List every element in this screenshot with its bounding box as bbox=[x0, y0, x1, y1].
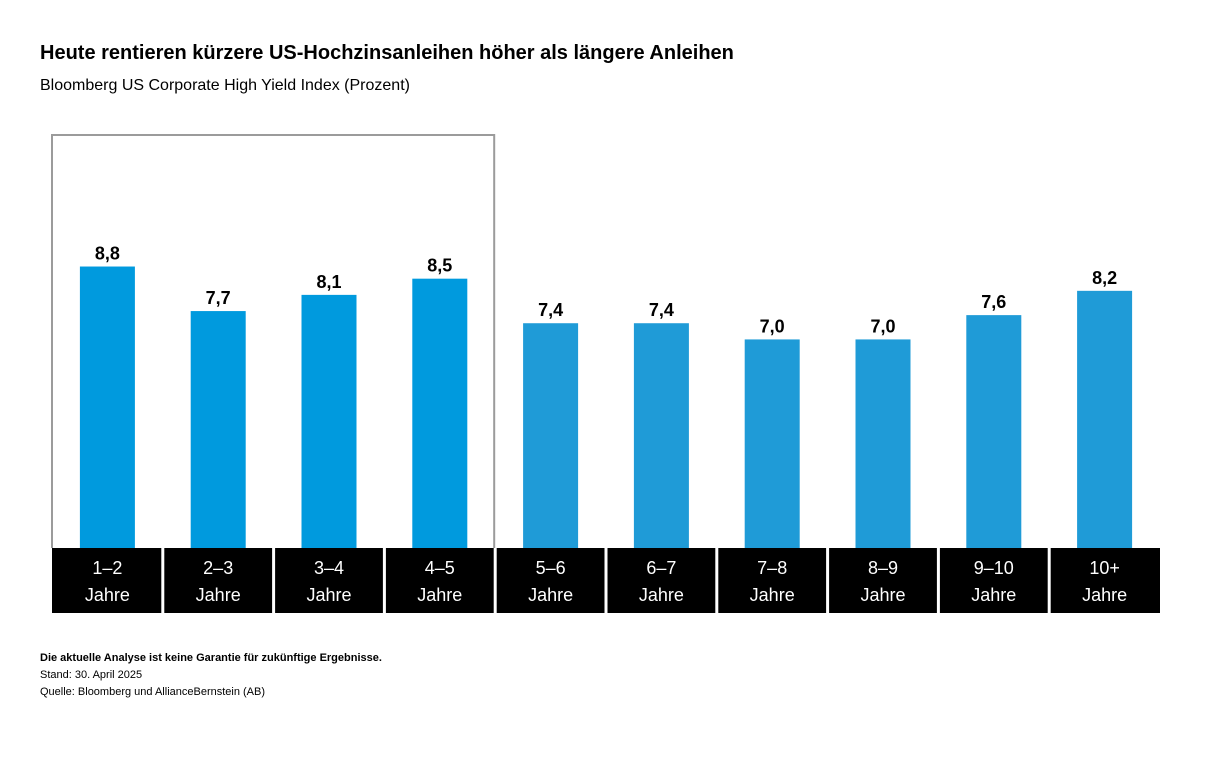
value-label-4: 8,5 bbox=[427, 256, 452, 276]
category-unit-6: Jahre bbox=[639, 585, 684, 605]
bar-2 bbox=[190, 311, 246, 548]
category-cell-9 bbox=[939, 548, 1048, 613]
category-cell-8 bbox=[829, 548, 937, 613]
highlight-frame bbox=[51, 134, 496, 548]
category-unit-8: Jahre bbox=[860, 585, 905, 605]
category-label-1: 1–2 bbox=[92, 558, 122, 578]
category-unit-10: Jahre bbox=[1082, 585, 1127, 605]
bar-9 bbox=[966, 315, 1022, 548]
category-label-3: 3–4 bbox=[314, 558, 344, 578]
category-cell-3 bbox=[275, 548, 383, 613]
category-label-9: 9–10 bbox=[974, 558, 1014, 578]
bar-5 bbox=[523, 323, 579, 548]
category-label-5: 5–6 bbox=[536, 558, 566, 578]
value-label-5: 7,4 bbox=[538, 300, 563, 320]
category-cell-10 bbox=[1050, 548, 1160, 613]
category-label-2: 2–3 bbox=[203, 558, 233, 578]
value-label-1: 8,8 bbox=[95, 244, 120, 264]
value-label-7: 7,0 bbox=[760, 316, 785, 336]
date-note: Stand: 30. April 2025 bbox=[40, 669, 143, 681]
footnotes: Die aktuelle Analyse ist keine Garantie … bbox=[40, 650, 382, 701]
bar-10 bbox=[1077, 290, 1133, 548]
disclaimer-note: Die aktuelle Analyse ist keine Garantie … bbox=[40, 652, 382, 664]
bar-1 bbox=[79, 266, 135, 548]
value-label-3: 8,1 bbox=[316, 272, 341, 292]
value-label-6: 7,4 bbox=[649, 300, 674, 320]
bar-7 bbox=[744, 339, 800, 548]
value-label-10: 8,2 bbox=[1092, 268, 1117, 288]
category-cell-2 bbox=[164, 548, 273, 613]
value-label-9: 7,6 bbox=[981, 292, 1006, 312]
category-unit-1: Jahre bbox=[85, 585, 130, 605]
category-cell-7 bbox=[718, 548, 827, 613]
category-cell-5 bbox=[496, 548, 605, 613]
category-label-6: 6–7 bbox=[646, 558, 676, 578]
bar-8 bbox=[855, 339, 911, 548]
bar-3 bbox=[301, 294, 357, 548]
category-unit-9: Jahre bbox=[971, 585, 1016, 605]
category-label-10: 10+ bbox=[1089, 558, 1120, 578]
chart-title: Heute rentieren kürzere US-Hochzinsanlei… bbox=[40, 42, 734, 64]
category-unit-3: Jahre bbox=[306, 585, 351, 605]
category-unit-4: Jahre bbox=[417, 585, 462, 605]
category-label-7: 7–8 bbox=[757, 558, 787, 578]
category-cell-4 bbox=[385, 548, 494, 613]
category-unit-5: Jahre bbox=[528, 585, 573, 605]
category-unit-7: Jahre bbox=[750, 585, 795, 605]
value-label-8: 7,0 bbox=[870, 316, 895, 336]
bar-chart: 8,8 1–2 Jahre 7,7 2–3 Jahre 8,1 3–4 Jahre 8,5 4–5 J… bbox=[51, 134, 1160, 613]
category-unit-2: Jahre bbox=[196, 585, 241, 605]
category-label-4: 4–5 bbox=[425, 558, 455, 578]
source-note: Quelle: Bloomberg und AllianceBernstein … bbox=[40, 686, 266, 698]
category-cell-6 bbox=[607, 548, 716, 613]
category-cell-1 bbox=[52, 548, 162, 613]
category-label-8: 8–9 bbox=[868, 558, 898, 578]
value-label-2: 7,7 bbox=[206, 288, 231, 308]
bar-6 bbox=[633, 323, 689, 548]
chart-subtitle: Bloomberg US Corporate High Yield Index … bbox=[40, 77, 410, 94]
bar-4 bbox=[412, 278, 468, 548]
